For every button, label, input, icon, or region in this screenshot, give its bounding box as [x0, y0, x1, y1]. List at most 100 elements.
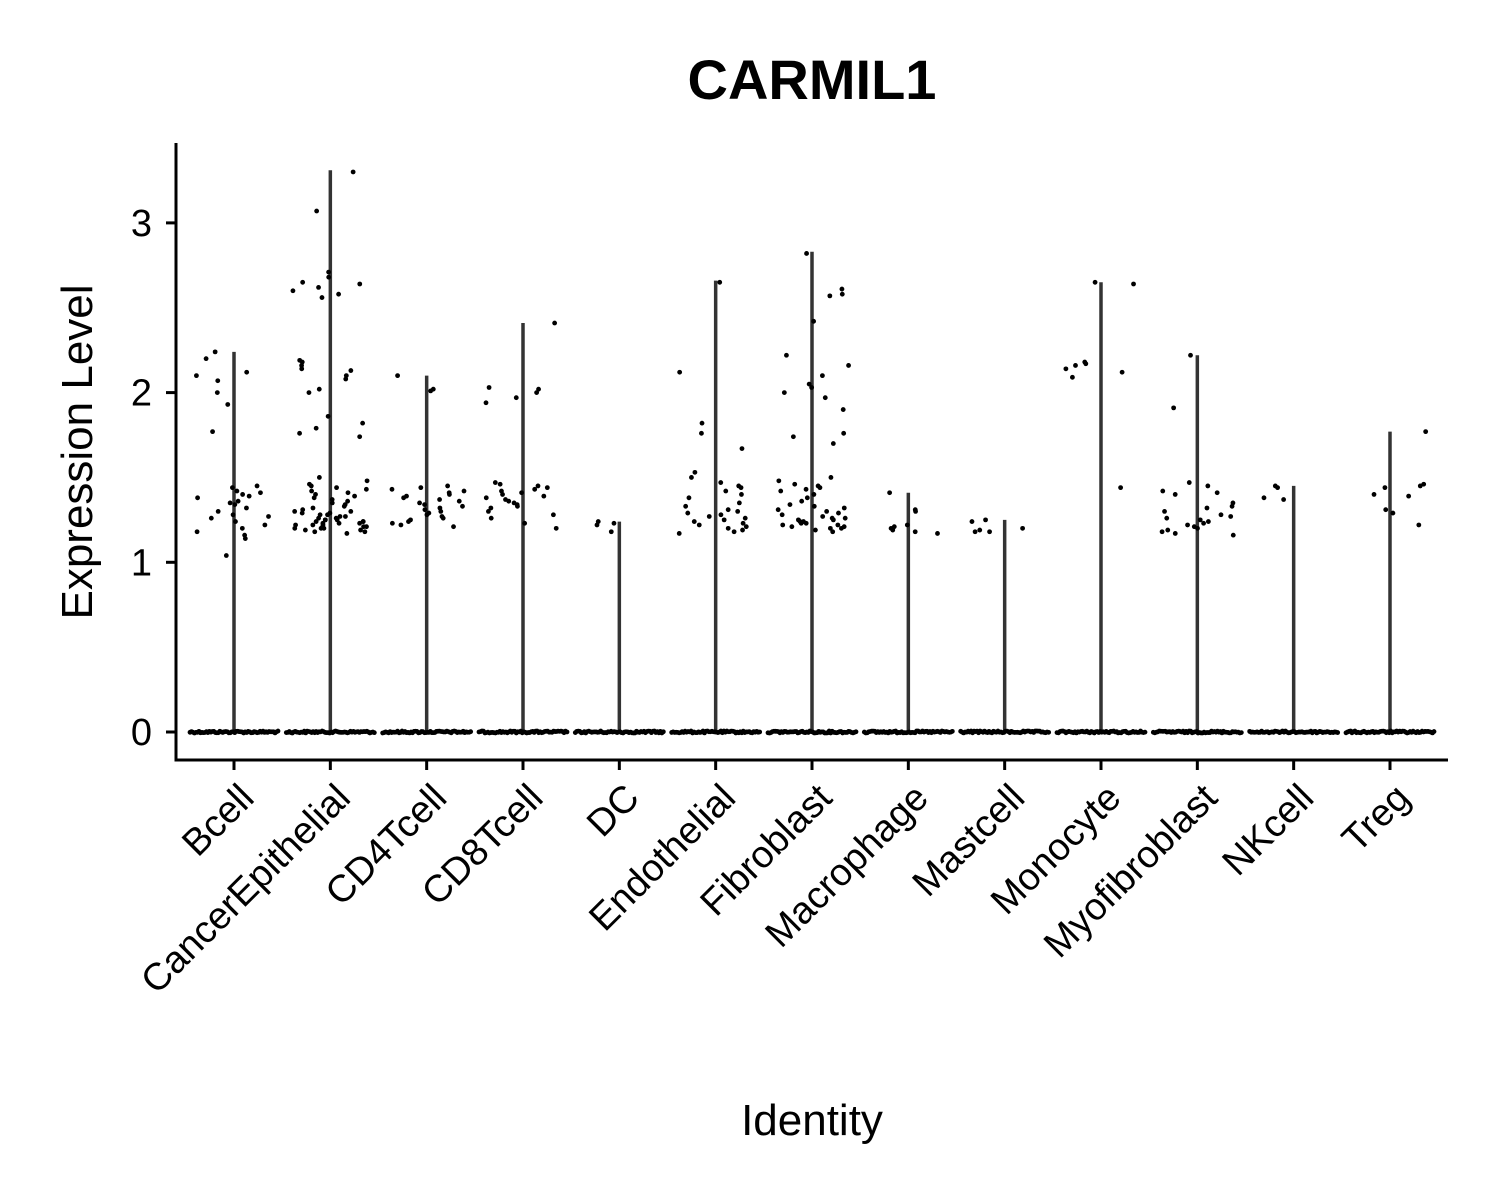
- point: [214, 390, 220, 395]
- y-tick-label: 1: [131, 542, 152, 584]
- point: [309, 488, 315, 494]
- point: [1185, 522, 1190, 528]
- point: [817, 485, 823, 491]
- point: [824, 508, 830, 514]
- point: [417, 500, 422, 506]
- point: [239, 525, 245, 531]
- point: [325, 413, 331, 419]
- point: [316, 284, 321, 290]
- point: [553, 525, 559, 531]
- point: [232, 502, 238, 508]
- point: [1281, 497, 1287, 502]
- point: [1371, 492, 1377, 497]
- point: [451, 524, 456, 530]
- point: [319, 295, 325, 300]
- point: [299, 366, 305, 372]
- point: [1195, 525, 1200, 531]
- point: [811, 318, 817, 324]
- point: [718, 512, 724, 518]
- point: [1070, 374, 1075, 380]
- point: [329, 500, 335, 506]
- point: [428, 388, 434, 394]
- x-tick-label: DC: [579, 777, 648, 846]
- point: [445, 483, 451, 489]
- point: [830, 441, 836, 446]
- point: [1092, 279, 1098, 285]
- point: [803, 486, 809, 492]
- zero-dots-NKcell: [1247, 728, 1341, 736]
- point: [364, 524, 369, 530]
- point: [326, 274, 332, 280]
- point: [215, 378, 221, 384]
- point: [822, 395, 828, 401]
- point: [438, 508, 444, 514]
- point: [790, 434, 796, 440]
- point: [406, 519, 411, 524]
- zero-dots-CD4Tcell: [380, 728, 474, 736]
- point: [483, 495, 489, 501]
- point: [440, 515, 446, 521]
- point: [1118, 485, 1124, 491]
- point: [360, 420, 366, 426]
- y-axis: 0 1 2 3: [131, 143, 178, 760]
- point: [935, 531, 940, 536]
- point: [835, 522, 841, 528]
- point: [1416, 522, 1422, 528]
- point: [1431, 729, 1437, 734]
- point: [357, 434, 363, 440]
- zero-dots-Endothelial: [669, 728, 763, 736]
- point: [742, 515, 748, 521]
- point: [830, 517, 836, 523]
- point: [699, 420, 705, 426]
- point: [318, 525, 324, 531]
- point: [322, 517, 328, 523]
- point: [334, 485, 339, 491]
- point: [839, 286, 845, 292]
- point: [972, 529, 978, 535]
- point: [913, 508, 918, 514]
- point: [401, 495, 407, 501]
- point: [363, 486, 369, 492]
- point: [1083, 361, 1089, 367]
- point: [314, 208, 320, 214]
- point: [1162, 508, 1167, 514]
- point: [731, 529, 737, 535]
- point: [313, 519, 319, 524]
- point: [302, 527, 308, 533]
- point: [1406, 493, 1412, 499]
- zero-dots-CD8Tcell: [476, 728, 570, 736]
- point: [1172, 492, 1178, 497]
- point: [725, 507, 731, 513]
- point: [699, 430, 704, 436]
- point: [308, 483, 314, 489]
- point: [316, 475, 322, 480]
- point: [564, 729, 570, 735]
- point: [1020, 525, 1025, 531]
- point: [343, 376, 349, 382]
- point: [456, 498, 462, 504]
- point: [422, 502, 427, 508]
- point: [830, 529, 836, 535]
- x-axis-title: Identity: [741, 1096, 883, 1145]
- point: [806, 381, 812, 387]
- point: [468, 729, 474, 735]
- point: [310, 505, 316, 511]
- point: [486, 385, 492, 390]
- point: [739, 492, 744, 497]
- point: [1383, 507, 1389, 513]
- point: [1142, 729, 1148, 735]
- point: [1073, 363, 1078, 368]
- x-tick-label: Treg: [1334, 777, 1418, 861]
- point: [839, 291, 845, 297]
- point: [1238, 730, 1244, 736]
- point: [244, 369, 250, 375]
- point: [233, 519, 238, 524]
- point: [246, 493, 252, 499]
- point: [306, 390, 312, 395]
- point: [1160, 488, 1166, 494]
- point: [234, 488, 240, 494]
- point: [779, 512, 785, 518]
- point: [781, 390, 787, 395]
- point: [262, 522, 268, 528]
- point: [460, 503, 465, 509]
